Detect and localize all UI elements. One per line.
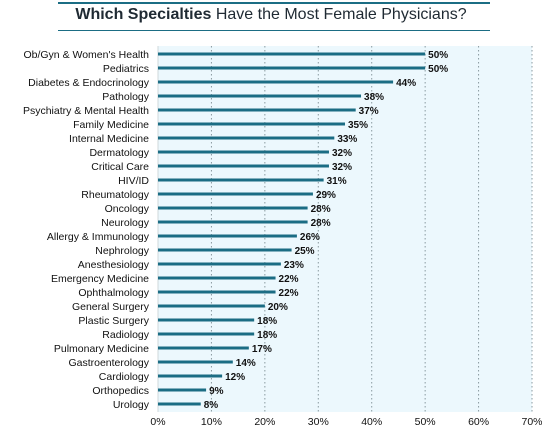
bar — [158, 388, 207, 392]
category-label: Plastic Surgery — [78, 315, 149, 327]
x-tick-label: 60% — [468, 416, 489, 428]
category-label: Dermatology — [89, 147, 149, 159]
category-label: Psychiatry & Mental Health — [23, 105, 149, 117]
value-label: 9% — [209, 386, 224, 397]
category-label: Family Medicine — [73, 119, 149, 131]
category-label: Nephrology — [95, 245, 149, 257]
value-label: 17% — [252, 344, 272, 355]
category-label: Cardiology — [99, 371, 150, 383]
bar — [158, 164, 329, 168]
category-label: Allergy & Immunology — [47, 231, 150, 243]
value-label: 8% — [204, 400, 219, 411]
category-label: Ophthalmology — [78, 287, 149, 299]
bar — [158, 276, 276, 280]
bar — [158, 360, 233, 364]
value-label: 29% — [316, 190, 336, 201]
category-labels: Ob/Gyn & Women's Health Pediatrics Diabete… — [23, 49, 150, 411]
bar — [158, 304, 265, 308]
chart-title-bold: Which Specialties — [75, 6, 212, 23]
value-label: 20% — [268, 302, 288, 313]
bar — [158, 234, 297, 238]
value-label: 22% — [279, 288, 299, 299]
x-tick-label: 40% — [361, 416, 382, 428]
category-label: Pulmonary Medicine — [54, 343, 149, 355]
value-label: 22% — [279, 274, 299, 285]
category-label: General Surgery — [72, 301, 150, 313]
category-label: Orthopedics — [92, 385, 149, 397]
category-label: Pathology — [102, 91, 149, 103]
bar — [158, 346, 249, 350]
x-tick-label: 10% — [201, 416, 222, 428]
title-underline — [58, 30, 490, 31]
bar — [158, 206, 308, 210]
category-label: Anesthesiology — [78, 259, 150, 271]
value-label: 33% — [337, 134, 357, 145]
value-label: 18% — [257, 316, 277, 327]
value-label: 31% — [327, 176, 347, 187]
bar — [158, 66, 426, 70]
bar — [158, 192, 313, 196]
chart-title-rest: Have the Most Female Physicians? — [211, 6, 467, 23]
bar — [158, 52, 426, 56]
x-tick-label: 30% — [308, 416, 329, 428]
plot-background — [158, 46, 532, 412]
x-tick-label: 50% — [415, 416, 436, 428]
value-label: 28% — [311, 218, 331, 229]
value-label: 12% — [225, 372, 245, 383]
value-label: 28% — [311, 204, 331, 215]
x-tick-label: 0% — [150, 416, 165, 428]
value-label: 23% — [284, 260, 304, 271]
x-tick-labels: 0% 10% 20% 30% 40% 50% 60% 70% — [150, 416, 542, 428]
value-label: 50% — [428, 64, 448, 75]
category-label: Urology — [113, 399, 150, 411]
bar — [158, 136, 335, 140]
category-label: Critical Care — [91, 161, 149, 173]
bar — [158, 178, 324, 182]
category-label: Gastroenterology — [68, 357, 149, 369]
value-label: 44% — [396, 78, 416, 89]
bar — [158, 262, 281, 266]
gridlines — [157, 46, 533, 412]
category-label: Internal Medicine — [69, 133, 149, 145]
category-label: Ob/Gyn & Women's Health — [23, 49, 149, 61]
value-label: 38% — [364, 92, 384, 103]
bar — [158, 94, 362, 98]
title-top-rule — [58, 2, 490, 4]
value-label: 32% — [332, 162, 352, 173]
category-label: HIV/ID — [118, 175, 149, 187]
value-label: 14% — [236, 358, 256, 369]
bar — [158, 80, 394, 84]
value-label: 26% — [300, 232, 320, 243]
x-tick-label: 70% — [521, 416, 542, 428]
bars — [158, 52, 426, 406]
category-label: Emergency Medicine — [51, 273, 149, 285]
value-label: 18% — [257, 330, 277, 341]
chart-title: Which Specialties Have the Most Female P… — [0, 6, 542, 24]
category-label: Radiology — [102, 329, 149, 341]
value-label: 32% — [332, 148, 352, 159]
bar — [158, 108, 356, 112]
category-label: Pediatrics — [103, 63, 149, 75]
category-label: Oncology — [105, 203, 150, 215]
bar — [158, 150, 329, 154]
category-label: Rheumatology — [81, 189, 149, 201]
category-label: Neurology — [101, 217, 150, 229]
value-label: 50% — [428, 50, 448, 61]
bar — [158, 332, 255, 336]
bar — [158, 220, 308, 224]
value-label: 25% — [295, 246, 315, 257]
bar — [158, 122, 345, 126]
bar — [158, 318, 255, 322]
bar — [158, 248, 292, 252]
bar — [158, 402, 201, 406]
value-label: 37% — [359, 106, 379, 117]
value-label: 35% — [348, 120, 368, 131]
value-labels: 50% 50% 44% 38% 37% 35% 33% 32% 32% 31% 29% 28% 28% 2… — [204, 50, 449, 411]
x-tick-label: 20% — [254, 416, 275, 428]
category-label: Diabetes & Endocrinology — [28, 77, 150, 89]
bar — [158, 374, 223, 378]
bar — [158, 290, 276, 294]
